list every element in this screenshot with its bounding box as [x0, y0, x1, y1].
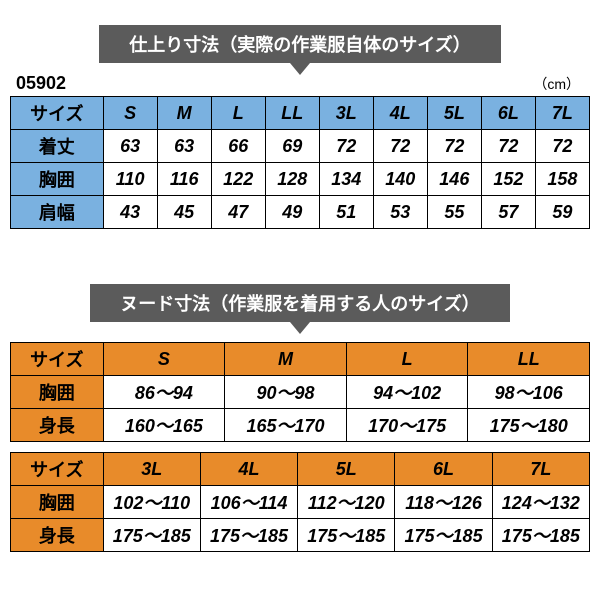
cell: 69	[265, 130, 319, 163]
cell: S	[103, 343, 225, 376]
unit-label: （cm）	[533, 74, 580, 94]
table-row: 着丈636366697272727272	[11, 130, 590, 163]
cell: 140	[373, 163, 427, 196]
cell: 90～98	[225, 376, 347, 409]
cell: 6L	[395, 453, 492, 486]
cell: 72	[373, 130, 427, 163]
cell: 118～126	[395, 486, 492, 519]
cell: 45	[157, 196, 211, 229]
cell: 106～114	[200, 486, 297, 519]
row-label: 肩幅	[11, 196, 104, 229]
cell: 72	[427, 130, 481, 163]
banner-1-wrap: 仕上り寸法（実際の作業服自体のサイズ）	[10, 25, 590, 75]
cell: 146	[427, 163, 481, 196]
cell: 72	[319, 130, 373, 163]
cell: 116	[157, 163, 211, 196]
cell: 175～185	[103, 519, 200, 552]
cell: 102～110	[103, 486, 200, 519]
cell: 72	[481, 130, 535, 163]
row-label: サイズ	[11, 343, 104, 376]
banner-2-wrap: ヌード寸法（作業服を着用する人のサイズ）	[10, 284, 590, 334]
cell: 66	[211, 130, 265, 163]
table-row: 胸囲86～9490～9894～10298～106	[11, 376, 590, 409]
cell: 110	[103, 163, 157, 196]
cell: M	[157, 97, 211, 130]
table-row: 胸囲110116122128134140146152158	[11, 163, 590, 196]
cell: 7L	[492, 453, 589, 486]
table-row: サイズSMLLL	[11, 343, 590, 376]
cell: 6L	[481, 97, 535, 130]
cell: LL	[468, 343, 590, 376]
cell: 4L	[200, 453, 297, 486]
cell: 51	[319, 196, 373, 229]
cell: 175～185	[395, 519, 492, 552]
cell: 5L	[298, 453, 395, 486]
cell: 128	[265, 163, 319, 196]
row-label: 胸囲	[11, 163, 104, 196]
cell: 3L	[103, 453, 200, 486]
cell: 3L	[319, 97, 373, 130]
cell: 160～165	[103, 409, 225, 442]
table-row: 肩幅434547495153555759	[11, 196, 590, 229]
finished-size-table: サイズSMLLL3L4L5L6L7L着丈636366697272727272胸囲…	[10, 96, 590, 229]
cell: 175～185	[298, 519, 395, 552]
cell: 122	[211, 163, 265, 196]
cell: L	[346, 343, 468, 376]
table-row: 胸囲102～110106～114112～120118～126124～132	[11, 486, 590, 519]
cell: 49	[265, 196, 319, 229]
cell: 72	[535, 130, 589, 163]
cell: S	[103, 97, 157, 130]
cell: 124～132	[492, 486, 589, 519]
row-label: 身長	[11, 519, 104, 552]
table-row: 身長160～165165～170170～175175～180	[11, 409, 590, 442]
table-row: サイズ3L4L5L6L7L	[11, 453, 590, 486]
cell: 112～120	[298, 486, 395, 519]
cell: 63	[157, 130, 211, 163]
row-label: 着丈	[11, 130, 104, 163]
row-label: サイズ	[11, 453, 104, 486]
banner-1: 仕上り寸法（実際の作業服自体のサイズ）	[99, 25, 500, 63]
cell: 63	[103, 130, 157, 163]
row-label: 胸囲	[11, 376, 104, 409]
cell: 94～102	[346, 376, 468, 409]
cell: 175～180	[468, 409, 590, 442]
banner-2-pointer	[290, 322, 310, 334]
cell: 53	[373, 196, 427, 229]
cell: 165～170	[225, 409, 347, 442]
code-row: 05902 （cm）	[10, 73, 590, 96]
cell: 57	[481, 196, 535, 229]
cell: 175～185	[200, 519, 297, 552]
nude-size-table-b: サイズ3L4L5L6L7L胸囲102～110106～114112～120118～…	[10, 452, 590, 552]
cell: M	[225, 343, 347, 376]
table-row: サイズSMLLL3L4L5L6L7L	[11, 97, 590, 130]
cell: 152	[481, 163, 535, 196]
cell: 5L	[427, 97, 481, 130]
row-label: サイズ	[11, 97, 104, 130]
cell: LL	[265, 97, 319, 130]
cell: 175～185	[492, 519, 589, 552]
cell: 86～94	[103, 376, 225, 409]
cell: 47	[211, 196, 265, 229]
cell: 43	[103, 196, 157, 229]
cell: 158	[535, 163, 589, 196]
banner-2: ヌード寸法（作業服を着用する人のサイズ）	[90, 284, 509, 322]
cell: 134	[319, 163, 373, 196]
cell: 55	[427, 196, 481, 229]
cell: 170～175	[346, 409, 468, 442]
product-code: 05902	[16, 73, 66, 94]
row-label: 胸囲	[11, 486, 104, 519]
cell: L	[211, 97, 265, 130]
cell: 4L	[373, 97, 427, 130]
cell: 98～106	[468, 376, 590, 409]
row-label: 身長	[11, 409, 104, 442]
nude-size-table-a: サイズSMLLL胸囲86～9490～9894～10298～106身長160～16…	[10, 342, 590, 442]
table-row: 身長175～185175～185175～185175～185175～185	[11, 519, 590, 552]
cell: 7L	[535, 97, 589, 130]
cell: 59	[535, 196, 589, 229]
